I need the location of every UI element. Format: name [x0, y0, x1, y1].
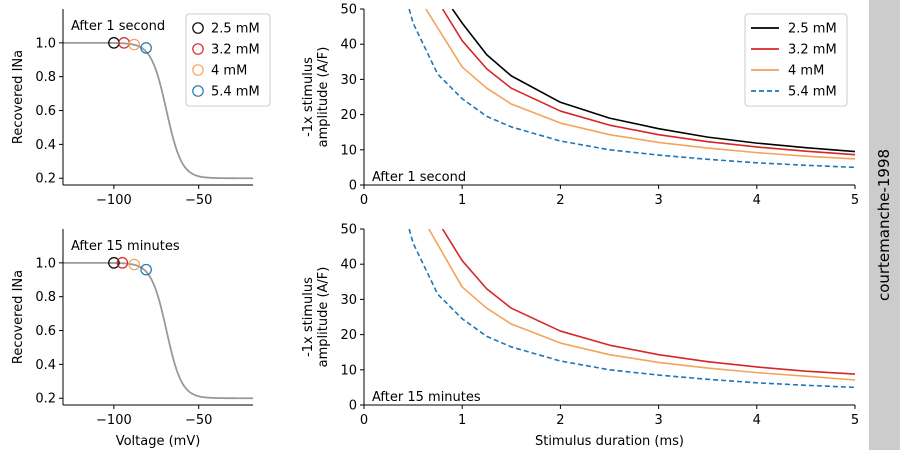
panel-annotation: After 15 minutes: [71, 239, 180, 254]
y-tick-label: 30: [340, 293, 357, 308]
plot-area: [408, 229, 855, 389]
x-tick-label: 3: [654, 413, 662, 428]
y-tick-label: 1.0: [35, 36, 56, 51]
y-tick-label: 10: [340, 143, 357, 158]
x-tick-label: −50: [185, 193, 212, 208]
panel-annotation: After 1 second: [71, 19, 165, 34]
marker-4-mm: [128, 258, 141, 271]
y-tick-label: 0: [349, 399, 357, 414]
y-tick-label: 50: [340, 223, 357, 238]
y-tick-label: 20: [340, 108, 357, 123]
x-axis-label: Voltage (mV): [116, 434, 201, 449]
marker-2-5-mm: [108, 257, 120, 269]
legend-label: 4 mM: [788, 64, 824, 79]
series-line-2-5-mm: [451, 9, 855, 153]
marker-4-mm: [128, 38, 141, 51]
recovery-curve: [63, 41, 253, 180]
x-tick-label: 2: [556, 413, 564, 428]
series-line-3-2-mm: [441, 9, 855, 156]
x-tick-label: 2: [556, 193, 564, 208]
y-tick-label: 10: [340, 363, 357, 378]
legend-label: 4 mM: [211, 64, 247, 79]
marker-5-4-mm: [140, 263, 152, 276]
side-label: courtemanche-1998: [875, 149, 893, 301]
legend-marker-5-4-mm: [192, 85, 204, 97]
y-tick-label: 40: [340, 38, 357, 53]
legend-label: 5.4 mM: [788, 85, 837, 100]
x-axis-label: Stimulus duration (ms): [535, 434, 684, 449]
legend-box: [744, 13, 848, 107]
marker-5-4-mm: [140, 42, 152, 54]
recovery-curve: [63, 261, 253, 400]
x-tick-label: 0: [360, 413, 368, 428]
legend-label: 3.2 mM: [788, 43, 837, 58]
y-axis-label: amplitude (A/F): [316, 47, 331, 148]
x-tick-label: 3: [654, 193, 662, 208]
y-axis-label: Recovered INa: [11, 50, 26, 144]
plot-area: [63, 41, 253, 180]
plot-area: [63, 261, 253, 400]
x-tick-label: 5: [851, 193, 859, 208]
legend-marker-3-2-mm: [192, 43, 204, 55]
y-axis-label: -1x stimulus: [301, 57, 316, 137]
legend-label: 3.2 mM: [211, 43, 260, 58]
legend-label: 2.5 mM: [788, 22, 837, 37]
legend-label: 5.4 mM: [211, 85, 260, 100]
y-tick-label: 0.2: [35, 172, 56, 187]
x-tick-label: −50: [185, 413, 212, 428]
panel-annotation: After 15 minutes: [372, 390, 481, 405]
legend-marker-4-mm: [192, 64, 204, 76]
y-tick-label: 20: [340, 328, 357, 343]
x-tick-label: −100: [96, 413, 132, 428]
panel-annotation: After 1 second: [372, 170, 466, 185]
y-tick-label: 40: [340, 258, 357, 273]
legend-marker-2-5-mm: [192, 22, 204, 34]
legend-label: 2.5 mM: [211, 22, 260, 37]
chart-recovery-15m: −100 −50 0.2 0.4 0.6 0.8 1.0 Recovered INa Volta…: [11, 229, 253, 449]
y-axis-label: -1x stimulus: [301, 277, 316, 357]
x-tick-label: 4: [753, 193, 761, 208]
y-tick-label: 30: [340, 73, 357, 88]
y-tick-label: 50: [340, 3, 357, 18]
series-line-5-4-mm: [408, 9, 855, 169]
x-tick-label: −100: [96, 193, 132, 208]
y-axis-label: Recovered INa: [11, 270, 26, 364]
y-tick-label: 0.8: [35, 70, 56, 85]
marker-3-2-mm: [116, 257, 129, 269]
x-tick-label: 1: [458, 413, 466, 428]
x-tick-label: 5: [851, 413, 859, 428]
series-line-5-4-mm: [408, 229, 855, 389]
chart-panels: −100 −50 0.2 0.4 0.6 0.8 1.0 Recovered INa After…: [11, 3, 859, 450]
series-line-4-mm: [428, 229, 855, 381]
y-tick-label: 0.8: [35, 290, 56, 305]
x-tick-label: 4: [753, 413, 761, 428]
y-tick-label: 0.4: [35, 138, 56, 153]
series-line-3-2-mm: [441, 229, 855, 375]
y-tick-label: 0.6: [35, 324, 56, 339]
y-tick-label: 0: [349, 179, 357, 194]
y-tick-label: 0.2: [35, 392, 56, 407]
y-tick-label: 0.6: [35, 104, 56, 119]
x-tick-label: 0: [360, 193, 368, 208]
y-tick-label: 0.4: [35, 358, 56, 373]
plot-area: [408, 9, 855, 169]
y-tick-label: 1.0: [35, 256, 56, 271]
series-line-4-mm: [425, 9, 855, 160]
y-axis-label: amplitude (A/F): [316, 267, 331, 368]
chart-recovery-1s: −100 −50 0.2 0.4 0.6 0.8 1.0 Recovered INa After…: [11, 9, 271, 208]
sidebar-strip: [869, 0, 900, 450]
legend-box: [185, 13, 271, 107]
x-tick-label: 1: [458, 193, 466, 208]
